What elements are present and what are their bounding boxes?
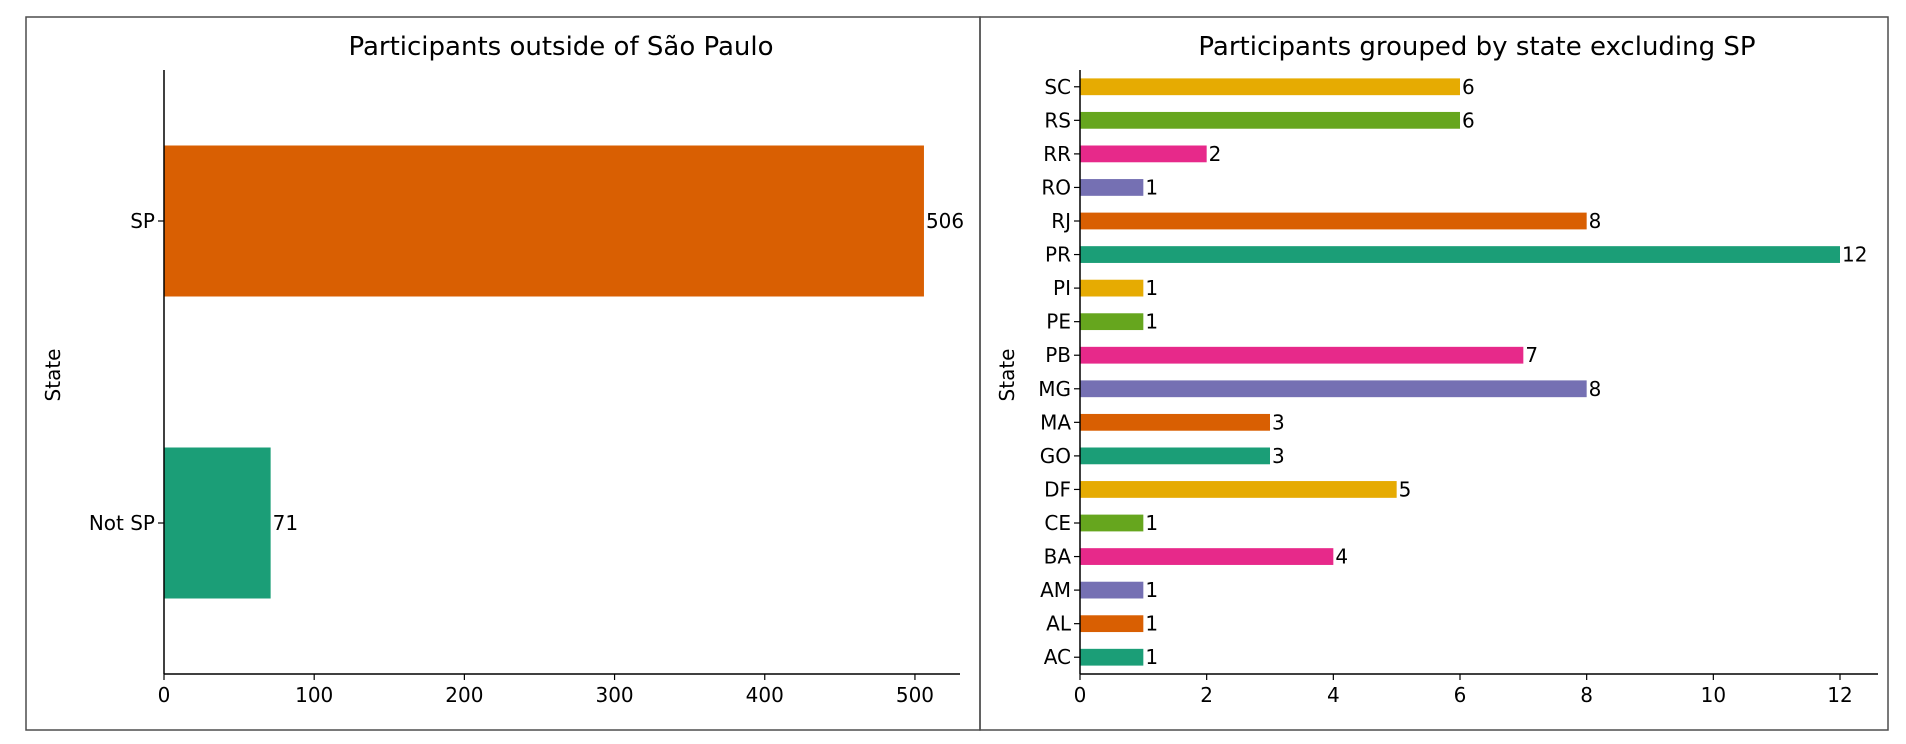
right-y-tick-label: PE [1046,310,1071,334]
left-chart-ylabel: State [41,349,65,402]
right-data-label: 1 [1145,276,1158,300]
right-y-tick-label: PR [1045,243,1071,267]
left-y-tick-group: Not SP SP [89,209,164,535]
right-bar-rr [1080,145,1207,163]
right-data-label: 6 [1462,108,1475,132]
left-data-label: 506 [926,209,964,233]
left-x-tick-label: 400 [746,683,784,707]
right-panel-frame [979,16,1889,731]
right-data-label: 8 [1589,209,1602,233]
right-x-tick-label: 10 [1701,683,1726,707]
right-data-label: 2 [1209,142,1222,166]
right-x-tick-group: 0 2 4 6 8 10 12 [1074,674,1853,707]
left-x-tick-label: 0 [158,683,171,707]
left-x-tick-label: 300 [595,683,633,707]
left-chart: Participants outside of São Paulo State … [41,32,964,707]
right-bar-am [1080,581,1144,599]
left-bar-not-sp [164,447,271,599]
right-y-tick-label: PB [1045,343,1071,367]
right-data-label: 8 [1589,377,1602,401]
right-bar-ce [1080,514,1144,532]
right-data-label: 6 [1462,75,1475,99]
right-y-tick-label: GO [1040,444,1071,468]
right-data-label: 5 [1399,477,1412,501]
left-data-label-group: 71 506 [273,209,965,535]
right-y-tick-label: AC [1044,645,1071,669]
right-bar-sc [1080,78,1460,96]
right-y-tick-label: RJ [1051,209,1071,233]
right-y-tick-label: BA [1044,545,1072,569]
right-bar-df [1080,481,1397,498]
right-x-tick-label: 2 [1200,683,1213,707]
left-y-tick-label: SP [130,209,155,233]
right-y-tick-label: RO [1041,175,1071,199]
right-y-tick-label: AL [1046,612,1072,636]
right-data-label: 1 [1145,612,1158,636]
right-bar-pr [1080,246,1840,263]
right-y-tick-label: CE [1044,511,1071,535]
right-x-tick-label: 0 [1074,683,1087,707]
right-data-label: 3 [1272,410,1285,434]
right-y-tick-label: PI [1053,276,1071,300]
left-x-tick-label: 500 [896,683,934,707]
right-chart: Participants grouped by state excluding … [995,32,1878,707]
right-chart-ylabel: State [995,349,1019,402]
right-bar-rj [1080,212,1587,230]
right-bar-rs [1080,111,1460,129]
left-chart-title: Participants outside of São Paulo [348,32,773,62]
right-x-tick-label: 12 [1827,683,1852,707]
right-chart-title: Participants grouped by state excluding … [1198,32,1755,62]
right-data-label: 1 [1145,511,1158,535]
right-bar-pb [1080,346,1524,364]
right-bar-al [1080,615,1144,633]
left-y-tick-label: Not SP [89,511,155,535]
right-y-tick-label: MA [1040,410,1071,434]
right-bar-group [1080,78,1840,666]
right-data-label: 4 [1335,545,1348,569]
right-y-tick-label: AM [1040,578,1071,602]
right-bar-pi [1080,279,1144,297]
right-x-tick-label: 8 [1580,683,1593,707]
right-bar-go [1080,447,1270,465]
right-y-tick-label: SC [1044,75,1071,99]
right-data-label: 7 [1525,343,1538,367]
left-x-tick-label: 200 [445,683,483,707]
left-x-tick-label: 100 [295,683,333,707]
right-bar-ac [1080,648,1144,666]
right-bar-ma [1080,413,1270,431]
right-bar-pe [1080,313,1144,331]
right-y-tick-group: AC AL AM BA CE DF GO MA MG PB PE PI PR RJ RO RR RS SC [1038,75,1080,669]
left-x-tick-group: 0 100 200 300 400 500 [158,674,934,707]
left-data-label: 71 [273,511,298,535]
right-x-tick-label: 6 [1454,683,1467,707]
right-data-label: 1 [1145,578,1158,602]
right-data-label: 1 [1145,645,1158,669]
left-bar-sp [164,145,924,297]
right-data-label: 3 [1272,444,1285,468]
right-data-label: 12 [1842,243,1867,267]
left-bar-group [164,145,924,599]
right-bar-ba [1080,548,1334,565]
right-bar-mg [1080,380,1587,398]
right-data-label: 1 [1145,310,1158,334]
right-y-tick-label: DF [1044,477,1071,501]
right-bar-ro [1080,179,1144,196]
right-y-tick-label: RR [1043,142,1071,166]
right-y-tick-label: MG [1038,377,1071,401]
right-data-label: 1 [1145,175,1158,199]
right-y-tick-label: RS [1044,108,1071,132]
right-x-tick-label: 4 [1327,683,1340,707]
left-panel-frame [25,16,981,731]
